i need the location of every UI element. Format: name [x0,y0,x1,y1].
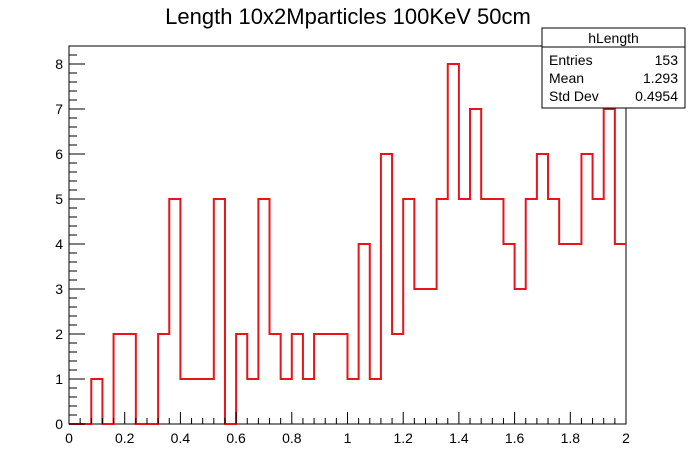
histogram-bin [192,379,203,424]
x-tick-label: 0 [65,430,73,446]
stats-mean-label: Mean [549,70,584,86]
histogram-bin [548,199,559,424]
y-tick-label: 7 [55,101,63,117]
histogram-bin [481,199,492,424]
histogram-bin [258,199,269,424]
histogram-bin [169,199,180,424]
histogram-bin [236,334,247,424]
stats-box-frame [541,27,686,109]
histogram-bin [180,379,191,424]
y-tick-label: 1 [55,371,63,387]
x-tick-label: 1.4 [449,430,469,446]
histogram-bin [593,199,604,424]
histogram-bin [314,334,325,424]
chart-title: Length 10x2Mparticles 100KeV 50cm [165,4,531,29]
y-tick-label: 5 [55,191,63,207]
y-axis: 0 1 2 3 4 5 6 7 8 [55,54,85,432]
histogram-bin [581,154,592,424]
histogram-bin [537,154,548,424]
stats-entries-label: Entries [549,52,593,68]
x-axis: 0 0.2 0.4 0.6 0.8 1 1.2 1.4 1.6 1.8 2 [65,412,630,446]
histogram-bin [492,199,503,424]
histogram-bin [470,109,481,424]
histogram-bin [515,289,526,424]
y-tick-label: 6 [55,146,63,162]
histogram-bin [615,244,626,424]
histogram-bin [270,334,281,424]
y-tick-label: 3 [55,281,63,297]
histogram-outline [69,63,626,425]
histogram-bin [303,379,314,424]
x-tick-label: 1 [344,430,352,446]
histogram-bin [425,289,436,424]
histogram-bin [336,334,347,424]
histogram-bin [203,379,214,424]
x-tick-label: 1.6 [505,430,525,446]
y-tick-label: 2 [55,326,63,342]
histogram-bin [348,379,359,424]
histogram-bin [570,244,581,424]
x-tick-label: 0.8 [282,430,302,446]
histogram-bin [158,334,169,424]
y-tick-label: 0 [55,416,63,432]
histogram-bin [214,199,225,424]
stats-stddev-value: 0.4954 [635,88,678,104]
x-tick-label: 0.2 [115,430,135,446]
y-tick-label: 4 [55,236,63,252]
histogram-bin [247,379,258,424]
x-tick-label: 1.8 [561,430,581,446]
histogram-bin [125,334,136,424]
x-tick-label: 0.6 [226,430,246,446]
histogram-bin [114,334,125,424]
x-tick-label: 1.2 [393,430,413,446]
x-tick-label: 0.4 [171,430,191,446]
histogram-bin [325,334,336,424]
histogram-bin [359,244,370,424]
histogram-bin [403,199,414,424]
histogram-bin [370,379,381,424]
histogram-bin [281,379,292,424]
x-tick-label: 2 [622,430,630,446]
histogram-bin [292,334,303,424]
y-tick-label: 8 [55,56,63,72]
histogram-bin [448,64,459,424]
stats-stddev-label: Std Dev [549,88,599,104]
histogram-bin [91,379,102,424]
histogram-bin [381,154,392,424]
stats-entries-value: 153 [655,52,679,68]
stats-box: hLength Entries 153 Mean 1.293 Std Dev 0… [541,27,686,109]
stats-box-title: hLength [588,30,639,46]
histogram-bin [459,199,470,424]
histogram-bin [503,244,514,424]
histogram-bin [392,334,403,424]
histogram-bin [559,244,570,424]
stats-mean-value: 1.293 [643,70,678,86]
histogram-bin [604,109,615,424]
histogram-bin [437,199,448,424]
histogram-bin [414,289,425,424]
histogram-bin [526,199,537,424]
